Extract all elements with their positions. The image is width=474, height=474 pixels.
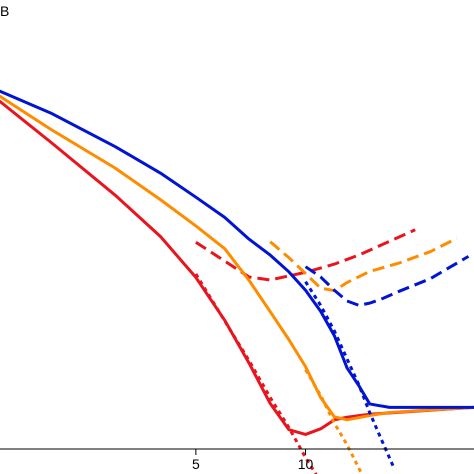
- series-line-5-dotted: [304, 368, 364, 474]
- series-line-2-dotted: [194, 273, 318, 474]
- series-line-4-solid: [0, 94, 474, 422]
- series-line-3-dashed: [195, 228, 416, 282]
- y-axis-title: B: [0, 3, 9, 19]
- x-tick-label-10: 10: [298, 456, 314, 472]
- series-line-9-dashed: [304, 255, 470, 307]
- series-line-6-dashed: [269, 237, 458, 293]
- series-layer: [0, 89, 474, 474]
- series-line-7-solid: [0, 89, 474, 409]
- x-ticks: 5 10: [192, 449, 314, 472]
- x-tick-label-5: 5: [192, 456, 200, 472]
- series-line-8-dotted: [304, 280, 395, 467]
- series-line-1-solid: [0, 100, 474, 436]
